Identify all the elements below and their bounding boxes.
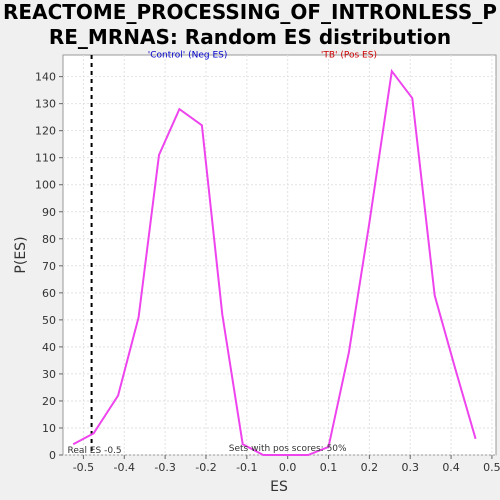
x-tick-label: -0.4 (114, 461, 135, 474)
y-tick-label: 10 (42, 422, 56, 435)
real-es-label: Real ES -0.5 (68, 446, 122, 456)
grid (63, 55, 496, 456)
y-tick-label: 40 (42, 341, 56, 354)
chart-title-line-1: REACTOME_PROCESSING_OF_INTRONLESS_P (3, 0, 497, 24)
y-tick-label: 80 (42, 233, 56, 246)
x-tick-label: -0.3 (154, 461, 175, 474)
x-tick-label: 0.0 (279, 461, 297, 474)
y-tick-label: 110 (35, 152, 56, 165)
y-tick-label: 120 (35, 125, 56, 138)
x-tick-label: 0.1 (320, 461, 338, 474)
y-tick-label: 70 (42, 260, 56, 273)
x-tick-label: 0.3 (401, 461, 419, 474)
y-tick-label: 90 (42, 206, 56, 219)
x-tick-label: -0.5 (73, 461, 94, 474)
annotation-text: 'Control' (Neg ES) (148, 51, 228, 61)
annotations: 'Control' (Neg ES) 'TB' (Pos ES) Sets with… (148, 51, 377, 454)
y-tick-label: 100 (35, 179, 56, 192)
y-tick-label: 130 (35, 98, 56, 111)
x-tick-label: 0.4 (442, 461, 460, 474)
series-line (72, 68, 477, 456)
chart-title: REACTOME_PROCESSING_OF_INTRONLESS_P RE_M… (0, 0, 500, 50)
y-tick-label: 0 (49, 449, 56, 462)
x-tick-label: 0.5 (483, 461, 500, 474)
x-tick-label: 0.2 (361, 461, 379, 474)
x-axis-label: ES (270, 479, 288, 495)
annotation-text: 'TB' (Pos ES) (321, 51, 377, 61)
x-tick-label: -0.1 (236, 461, 257, 474)
ticks: 0 10 20 30 40 50 60 70 80 90 100 110 120 130 140 -0.5 -0… (35, 71, 500, 474)
plot-area (62, 54, 497, 456)
y-axis-label: P(ES) (13, 236, 29, 273)
y-tick-label: 50 (42, 314, 56, 327)
y-tick-label: 140 (35, 71, 56, 84)
y-tick-label: 60 (42, 287, 56, 300)
chart-title-line-2: RE_MRNAS: Random ES distribution (48, 25, 452, 49)
y-tick-label: 30 (42, 368, 56, 381)
x-tick-label: -0.2 (195, 461, 216, 474)
y-tick-label: 20 (42, 395, 56, 408)
annotation-text: Sets with pos scores: 50% (229, 444, 347, 454)
